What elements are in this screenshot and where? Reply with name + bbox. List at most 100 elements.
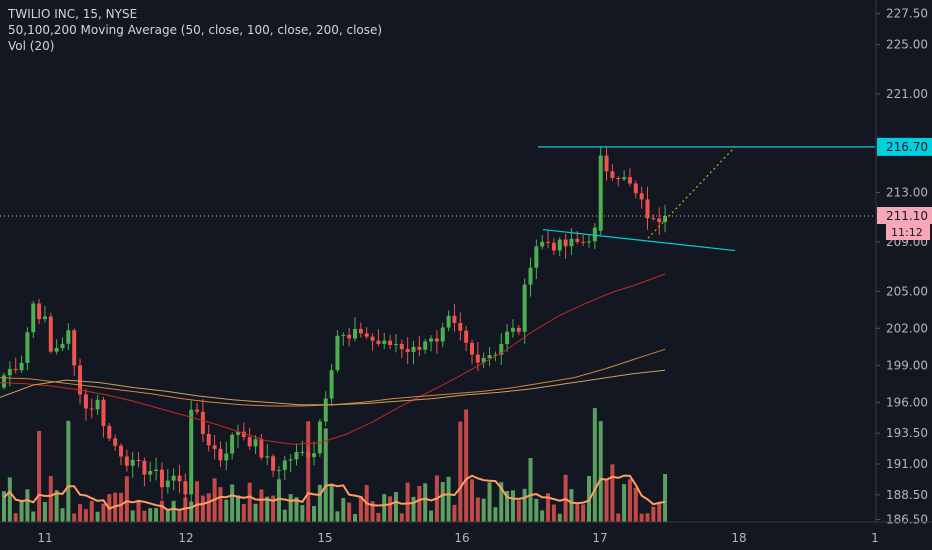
- volume-bar: [183, 497, 188, 522]
- candle-body: [622, 177, 627, 180]
- candle-body: [148, 471, 153, 475]
- last-price-tag[interactable]: [877, 206, 932, 224]
- candle-body: [569, 238, 574, 247]
- candle-body: [610, 171, 615, 179]
- candle-body: [499, 344, 504, 355]
- volume-bar: [440, 482, 445, 522]
- candle-body: [206, 433, 211, 446]
- support-trendline[interactable]: [542, 228, 736, 252]
- volume-bar: [505, 491, 510, 522]
- candle-body: [347, 334, 352, 339]
- volume-legend[interactable]: Vol (20): [8, 39, 55, 53]
- candle-body: [312, 453, 317, 458]
- resistance-price-tag[interactable]: [877, 137, 932, 156]
- volume-bar: [645, 513, 650, 522]
- candle-body: [25, 332, 30, 363]
- candle-body: [276, 469, 281, 471]
- candle-body: [505, 331, 510, 345]
- candle-body: [464, 330, 469, 343]
- volume-bar: [130, 510, 135, 522]
- symbol-title[interactable]: TWILIO INC, 15, NYSE: [8, 7, 138, 21]
- volume-bar: [247, 482, 252, 522]
- candle-body: [224, 453, 229, 461]
- volume-bar: [119, 492, 123, 522]
- candle-body: [259, 439, 264, 458]
- time-tick-label: 17: [592, 531, 607, 545]
- volume-bar: [25, 489, 30, 522]
- candle-body: [212, 445, 217, 449]
- candle-body: [130, 459, 135, 466]
- volume-bar: [528, 458, 533, 522]
- candle-body: [534, 246, 539, 268]
- volume-bar: [54, 490, 59, 522]
- candle-body: [546, 241, 551, 243]
- volume-bar: [592, 408, 597, 522]
- volume-bar: [259, 489, 264, 522]
- volume-bar: [306, 421, 311, 522]
- volume-bar: [569, 489, 574, 522]
- candle-body: [341, 334, 346, 336]
- candle-body: [159, 469, 164, 488]
- candle-body: [142, 460, 147, 475]
- candle-body: [663, 215, 668, 223]
- candle-body: [645, 199, 650, 219]
- candle-body: [288, 459, 293, 461]
- candle-body: [19, 362, 24, 371]
- candle-body: [31, 303, 36, 333]
- candle-body: [89, 408, 94, 410]
- candle-body: [657, 218, 662, 223]
- volume-bar: [218, 487, 223, 522]
- volume-bar: [353, 513, 357, 522]
- volume-bar: [575, 504, 580, 522]
- volume-bar: [37, 430, 42, 522]
- projection-path[interactable]: [647, 146, 736, 239]
- candle-body: [282, 460, 287, 470]
- candle-body: [551, 242, 556, 251]
- volume-bar: [78, 504, 83, 522]
- ma200-line[interactable]: [0, 369, 666, 406]
- volume-bar: [83, 509, 88, 522]
- volume-bar: [253, 503, 258, 522]
- volume-bar: [405, 482, 410, 522]
- candle-body: [458, 322, 463, 331]
- candle-body: [411, 346, 416, 352]
- volume-bar: [429, 510, 434, 522]
- volume-bar: [171, 500, 176, 522]
- candle-body: [42, 316, 47, 320]
- moving-average-legend[interactable]: 50,100,200 Moving Average (50, close, 10…: [8, 23, 383, 37]
- ma50-line[interactable]: [0, 273, 666, 445]
- volume-bar: [276, 479, 281, 522]
- volume-bar: [148, 508, 153, 522]
- volume-bar: [446, 476, 451, 522]
- candle-body: [364, 333, 369, 337]
- time-tick-label: 1: [871, 531, 879, 545]
- candle-body: [78, 365, 83, 395]
- volume-moving-average-line[interactable]: [3, 474, 666, 511]
- volume-bar: [288, 494, 293, 522]
- candle-body: [493, 354, 498, 356]
- time-axis[interactable]: 11 12 15 16 17 18 1: [37, 531, 878, 545]
- candle-body: [429, 338, 434, 342]
- volume-bar: [2, 491, 6, 522]
- volume-bar: [7, 477, 12, 522]
- candle-body: [165, 480, 170, 488]
- volume-bar: [393, 492, 398, 522]
- candle-body: [522, 284, 527, 332]
- volume-bar: [312, 505, 317, 522]
- price-tick-label: 202.00: [886, 321, 928, 335]
- price-tick-label: 196.00: [886, 395, 928, 409]
- chart-legend: TWILIO INC, 15, NYSE 50,100,200 Moving A…: [8, 6, 382, 54]
- candle-body: [60, 343, 65, 349]
- candle-body: [440, 327, 445, 342]
- candle-body: [540, 241, 545, 247]
- volume-bar: [464, 409, 469, 522]
- candle-body: [616, 178, 621, 180]
- candle-body: [434, 338, 439, 342]
- time-tick-label: 15: [317, 531, 332, 545]
- candle-body: [335, 335, 340, 371]
- volume-bar: [470, 479, 474, 522]
- candle-body: [265, 456, 270, 458]
- candle-body: [294, 452, 299, 460]
